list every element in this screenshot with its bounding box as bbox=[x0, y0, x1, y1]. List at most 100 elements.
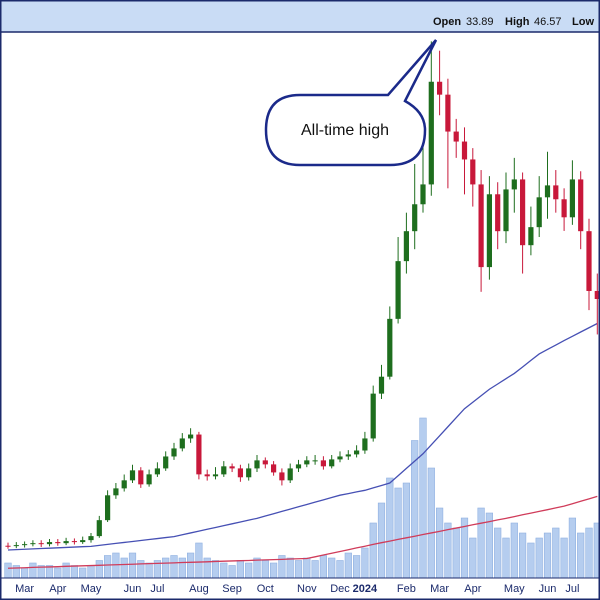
volume-bar bbox=[178, 557, 186, 579]
volume-bar bbox=[552, 527, 560, 579]
volume-bar bbox=[104, 555, 112, 579]
candle-body bbox=[478, 184, 484, 268]
volume-bar bbox=[128, 552, 137, 579]
high-value: 46.57 bbox=[534, 16, 562, 28]
volume-bar bbox=[361, 547, 369, 579]
candle-body bbox=[22, 544, 28, 546]
open-label: Open bbox=[433, 16, 461, 28]
candle-body bbox=[320, 460, 326, 467]
candle-body bbox=[96, 520, 102, 537]
volume-bar bbox=[228, 565, 236, 579]
x-tick-label: Jul bbox=[150, 583, 164, 595]
candle-body bbox=[437, 81, 443, 95]
volume-bar bbox=[585, 527, 593, 579]
candle-body bbox=[154, 468, 160, 475]
volume-bar bbox=[485, 512, 494, 579]
volume-bar bbox=[543, 532, 552, 579]
candle-body bbox=[171, 448, 177, 457]
volume-bar bbox=[112, 552, 120, 579]
volume-bar bbox=[427, 467, 435, 579]
callout-text: All-time high bbox=[301, 122, 389, 139]
high-label: High bbox=[505, 16, 530, 28]
volume-bar bbox=[261, 560, 269, 579]
candle-body bbox=[536, 197, 542, 228]
x-tick-label: Aug bbox=[189, 583, 209, 595]
candle-body bbox=[461, 141, 468, 160]
candle-body bbox=[470, 159, 476, 185]
candle-body bbox=[578, 179, 584, 232]
volume-bar bbox=[352, 555, 361, 579]
candle-body bbox=[378, 376, 385, 394]
candle-body bbox=[295, 464, 302, 469]
x-tick-label: Sep bbox=[222, 583, 242, 595]
x-tick-label: Feb bbox=[397, 583, 416, 595]
volume-bar bbox=[444, 522, 452, 579]
x-tick-label: Apr bbox=[49, 583, 66, 595]
candle-body bbox=[287, 468, 293, 481]
volume-bar bbox=[419, 417, 427, 579]
candle-body bbox=[495, 194, 501, 232]
candle-body bbox=[561, 199, 567, 218]
candle-body bbox=[113, 488, 119, 496]
volume-bar bbox=[394, 487, 402, 579]
moving-average-line bbox=[7, 322, 598, 551]
volume-bar bbox=[560, 537, 568, 579]
candle-body bbox=[212, 474, 219, 477]
x-tick-label: Mar bbox=[15, 583, 34, 595]
volume-bar bbox=[577, 532, 585, 579]
candle-body bbox=[337, 456, 343, 460]
candle-body bbox=[229, 466, 235, 469]
x-tick-label: Apr bbox=[464, 583, 481, 595]
candle-body bbox=[46, 542, 53, 545]
volume-bar bbox=[377, 502, 386, 579]
volume-bar bbox=[510, 522, 518, 579]
candle-body bbox=[38, 543, 44, 545]
volume-bar bbox=[195, 542, 203, 579]
x-tick-label: Jul bbox=[565, 583, 579, 595]
volume-bar bbox=[253, 557, 261, 579]
volume-bar bbox=[87, 565, 95, 579]
candle-body bbox=[486, 194, 492, 268]
candle-body bbox=[345, 454, 351, 457]
candle-body bbox=[362, 438, 368, 451]
x-axis: Mar Apr May Jun Jul Aug Sep Oct Nov Dec 2024 Feb Mar… bbox=[15, 583, 579, 595]
volume-bar bbox=[386, 477, 394, 579]
candle-body bbox=[428, 81, 434, 185]
candle-body bbox=[420, 184, 426, 205]
volume-bar bbox=[79, 567, 87, 579]
candle-body bbox=[445, 94, 451, 132]
x-tick-label: Dec bbox=[330, 583, 350, 595]
candle-body bbox=[71, 541, 77, 543]
candle-body bbox=[80, 540, 86, 543]
candle-body bbox=[387, 318, 393, 377]
volume-bar bbox=[452, 527, 460, 579]
candle-body bbox=[262, 460, 268, 465]
candle-body bbox=[254, 460, 260, 469]
candle-body bbox=[271, 464, 277, 473]
candle-body bbox=[304, 460, 310, 465]
candle-body bbox=[520, 179, 526, 246]
volume-bar bbox=[294, 560, 303, 579]
plot-area bbox=[4, 41, 600, 579]
x-tick-label: Oct bbox=[257, 583, 274, 595]
candle-body bbox=[204, 474, 210, 477]
volume-bar bbox=[245, 562, 253, 579]
volume-bar bbox=[435, 507, 444, 579]
volume-bar bbox=[62, 562, 70, 579]
volume-bar bbox=[70, 565, 78, 579]
candle-body bbox=[237, 468, 243, 478]
volume-bar bbox=[319, 555, 328, 579]
volume-bar bbox=[4, 562, 12, 579]
volume-bar bbox=[303, 557, 311, 579]
x-tick-label: May bbox=[504, 583, 525, 595]
volume-bar bbox=[220, 562, 228, 579]
candle-body bbox=[63, 541, 69, 544]
volume-bar bbox=[95, 560, 103, 579]
volume-bar bbox=[145, 562, 153, 579]
candle-body bbox=[569, 179, 575, 218]
candle-body bbox=[105, 495, 111, 521]
volume-bar bbox=[20, 567, 29, 579]
volume-bar bbox=[527, 542, 535, 579]
